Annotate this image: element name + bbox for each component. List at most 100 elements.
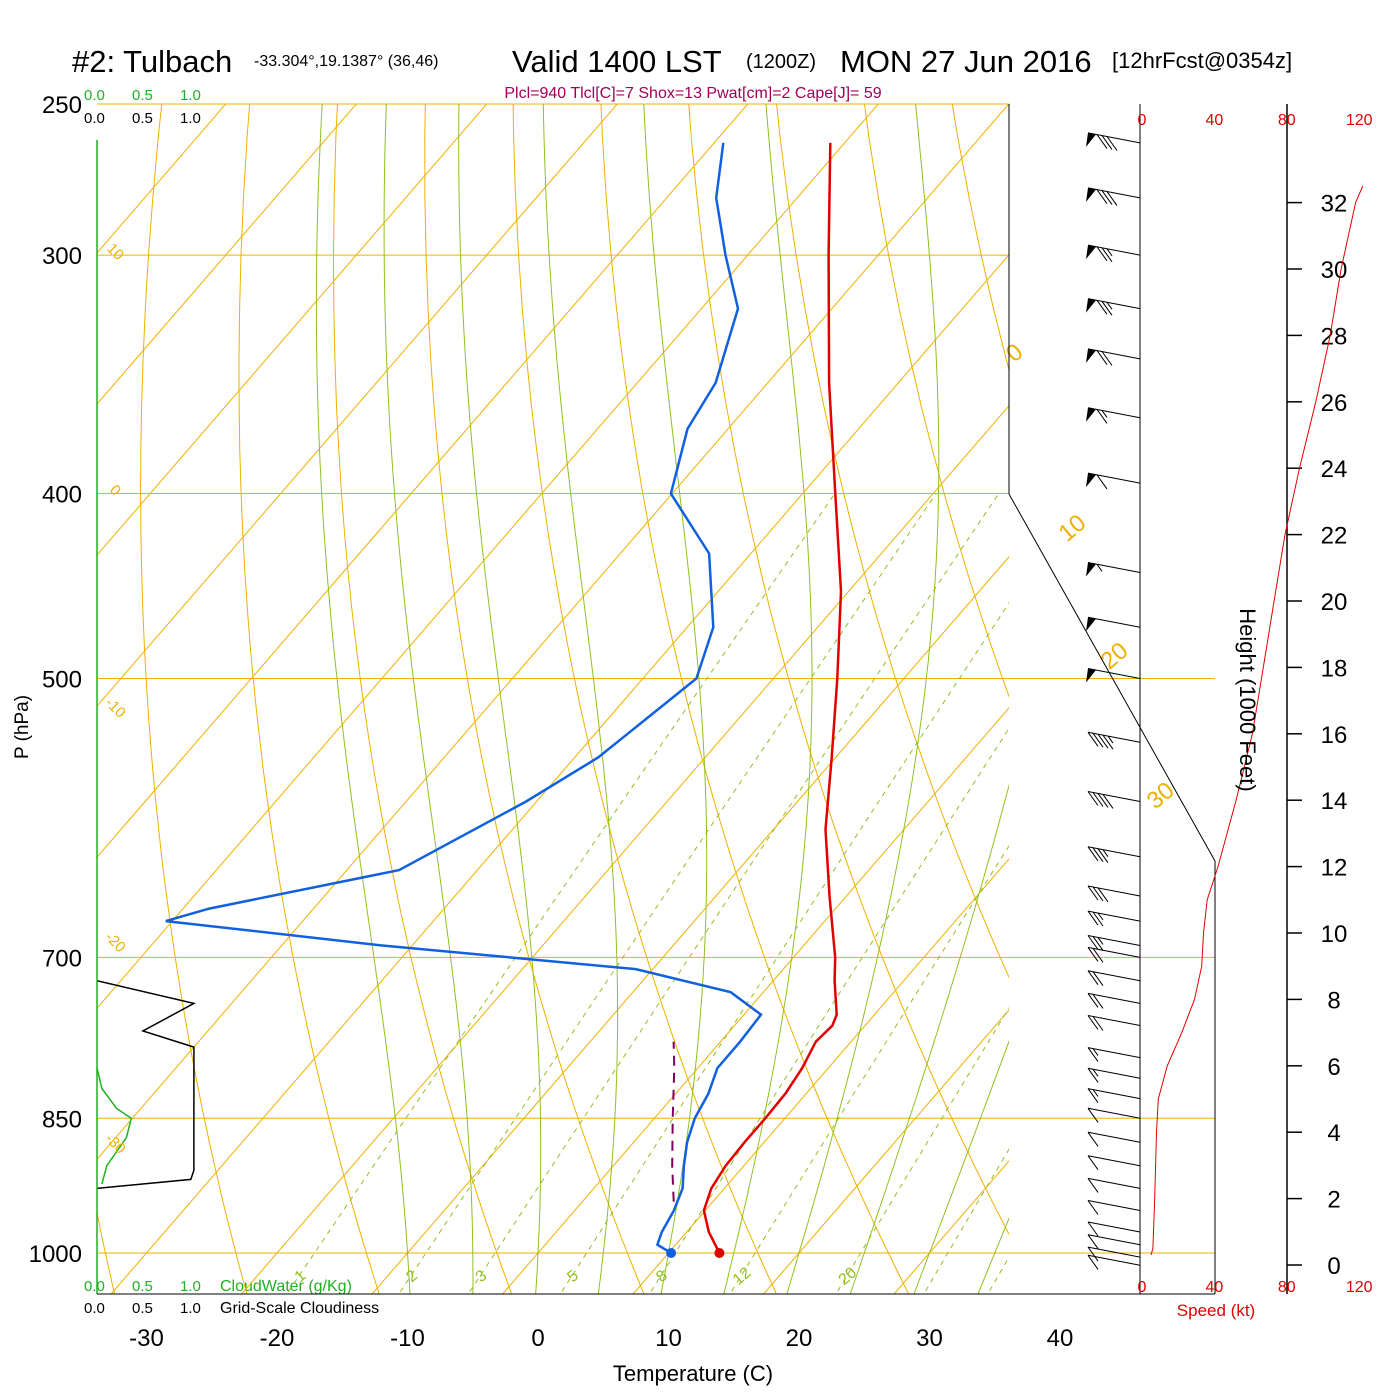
dry-adiabat-line [863,104,1009,698]
barb-half-feather [1097,912,1104,921]
dry-adiabat-line [688,104,1009,1236]
title-date: MON 27 Jun 2016 [840,44,1092,79]
barb-feather [1087,1047,1099,1062]
isotherm-label: 20 [1096,637,1134,675]
mixing-ratio-label: 5 [564,1267,582,1286]
pressure-tick-label: 850 [42,1106,82,1133]
moist-adiabat-line [786,104,940,1294]
wind-barb [1086,244,1141,263]
barb-feather [1097,887,1109,903]
isobar-lines [97,103,1215,1254]
temperature-tick-label: 20 [786,1325,813,1352]
moist-adiabat-line [977,1217,1009,1294]
surface-dewpoint-dot [666,1248,677,1258]
mixing-ratio-label: 12 [730,1264,755,1289]
pressure-tick-label: 500 [42,667,82,694]
mixing-ratio-label: 8 [653,1267,671,1286]
barb-staff [1087,407,1141,419]
speed-tick-label: 120 [1346,112,1373,129]
barb-flag [1086,298,1096,313]
height-tick-label: 10 [1321,921,1348,948]
barb-feather [1087,846,1099,862]
barb-flag [1086,187,1096,202]
temperature-tick-label: 40 [1047,1325,1074,1352]
isotherm-line [97,104,749,858]
mixing-ratio-line [559,602,1009,1294]
wind-barb [1087,846,1141,863]
pressure-tick-label: 400 [42,482,82,509]
barb-feather [1087,885,1099,901]
mini-tick-bottom-green: 0.5 [132,1278,153,1295]
barb-feather [1096,189,1108,204]
speed-tick-label: 0 [1138,1279,1147,1296]
barb-half-feather [1106,248,1113,257]
dry-adiabat-line [424,104,645,1294]
isotherm-lines [97,104,1009,1294]
dry-adiabat-line [140,104,248,1294]
barb-staff [1087,244,1141,256]
pressure-tick-label: 300 [42,243,82,270]
dry-adiabat-line [776,104,1009,979]
mixing-ratio-line [286,493,836,1294]
barb-feather [1087,1234,1099,1249]
moist-adiabat-line [383,104,474,1294]
wind-barb [1087,1067,1141,1083]
barb-staff [1087,846,1141,858]
cloudwater-label: CloudWater (g/Kg) [220,1278,352,1295]
height-tick-label: 4 [1327,1120,1340,1147]
isotherm-line [632,858,1009,1294]
barb-feather [1087,1221,1099,1237]
wind-barb [1086,668,1141,683]
barb-feather [1096,300,1108,315]
temperature-tick-label: -10 [390,1325,425,1352]
mini-axis-bottom-black: 0.0 0.5 1.0 Grid-Scale Cloudiness [84,1300,379,1317]
height-tick-label: 20 [1321,589,1348,616]
mini-tick-top-green: 0.0 [84,87,105,104]
barb-feather [1087,732,1099,747]
barb-feather [1092,886,1104,902]
isotherm-label: 10 [103,240,127,264]
height-tick-label: 16 [1321,722,1348,749]
height-axis-label: Height (1000 Feet) [1235,608,1260,791]
wind-barb [1087,910,1141,927]
barb-feather [1101,247,1113,263]
isotherm-label: -20 [102,929,129,956]
cloud-profiles [97,979,196,1190]
barb-staff [1087,910,1141,922]
barb-staff [1087,1246,1141,1258]
temperature-tick-label: -20 [260,1325,295,1352]
barb-feather [1092,1016,1104,1031]
isotherm-label: 30 [1142,777,1180,815]
barb-feather [1087,791,1099,806]
barb-staff [1087,1254,1141,1266]
barb-staff [1087,1067,1141,1079]
dry-adiabat-line [332,104,513,1294]
temperature-tick-label: 10 [655,1325,682,1352]
wind-barb [1087,1015,1141,1031]
title-forecast: [12hrFcst@0354z] [1112,48,1292,73]
speed-profile [1150,185,1364,1256]
isotherm-label: 10 [1053,509,1091,547]
barb-feather [1096,350,1108,365]
barb-half-feather [1102,849,1109,857]
barb-feather [1087,993,1099,1008]
speed-tick-label: 0 [1138,112,1147,129]
barb-feather [1087,1155,1099,1170]
moist-adiabat-line [643,104,708,1294]
barb-staff [1087,1131,1141,1143]
barb-feather [1106,191,1118,206]
barb-staff [1087,132,1141,144]
mini-tick-bottom-black: 0.0 [84,1300,105,1317]
barb-feather [1101,135,1113,150]
wind-barb [1087,1221,1141,1237]
barb-staff [1087,1177,1141,1189]
dry-adiabat-lines [97,104,1009,1294]
moist-adiabat-line [913,1040,1009,1294]
barb-feather [1096,134,1108,149]
barb-staff [1087,298,1141,310]
barb-staff [1087,731,1141,743]
barb-staff [1087,1200,1141,1211]
barb-half-feather [1097,937,1104,945]
wind-barb [1087,970,1141,986]
